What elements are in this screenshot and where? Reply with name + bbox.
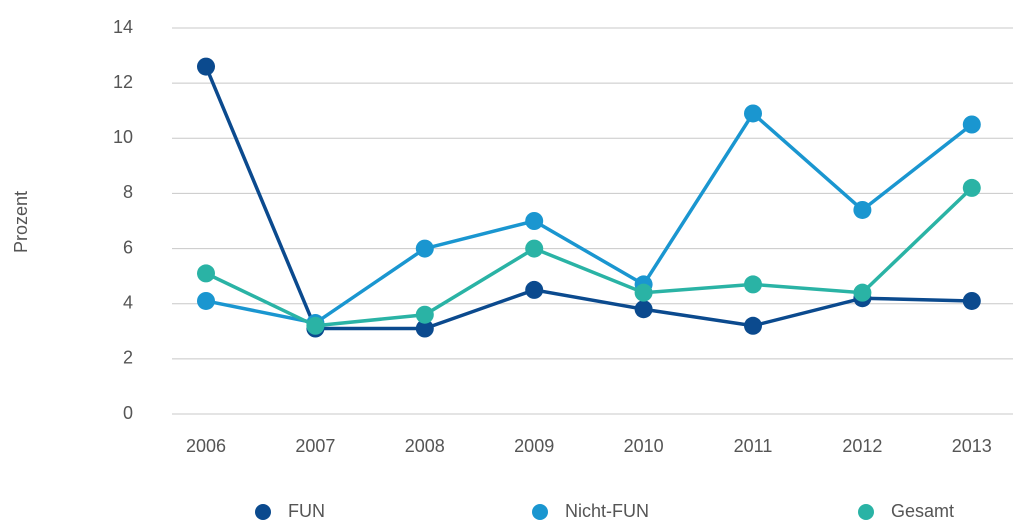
- y-tick-label: 4: [123, 292, 133, 312]
- y-axis-label: Prozent: [11, 191, 31, 253]
- y-tick-label: 14: [113, 17, 133, 37]
- series-line: [205, 186, 974, 328]
- y-tick-label: 8: [123, 182, 133, 202]
- x-tick-label: 2012: [842, 436, 882, 456]
- data-point: [415, 305, 434, 324]
- x-tick-label: 2013: [952, 436, 992, 456]
- data-point: [415, 319, 434, 338]
- legend-label: FUN: [288, 501, 325, 521]
- series-line: [205, 110, 973, 325]
- x-tick-label: 2006: [186, 436, 226, 456]
- data-point: [525, 280, 544, 299]
- x-tick-label: 2007: [295, 436, 335, 456]
- data-point: [525, 239, 544, 258]
- legend-marker: [255, 504, 271, 520]
- data-point: [634, 300, 653, 319]
- y-tick-label: 6: [123, 237, 133, 257]
- x-tick-label: 2008: [405, 436, 445, 456]
- data-point: [962, 178, 981, 197]
- y-tick-label: 12: [113, 72, 133, 92]
- data-point: [853, 200, 872, 219]
- legend-marker: [532, 504, 548, 520]
- data-point: [962, 115, 981, 134]
- data-point: [415, 239, 434, 258]
- data-point: [306, 316, 325, 335]
- y-tick-label: 0: [123, 403, 133, 423]
- data-point: [744, 316, 762, 335]
- data-point: [744, 104, 762, 123]
- data-point: [634, 283, 653, 302]
- series-line: [204, 65, 972, 331]
- x-tick-label: 2010: [624, 436, 664, 456]
- data-point: [197, 57, 215, 76]
- x-tick-label: 2009: [514, 436, 554, 456]
- data-point: [744, 275, 762, 294]
- legend-label: Gesamt: [891, 501, 954, 521]
- y-tick-label: 2: [123, 348, 133, 368]
- data-point: [962, 291, 981, 310]
- data-point: [197, 291, 215, 310]
- data-point: [853, 283, 872, 302]
- legend-marker: [858, 504, 874, 520]
- data-point: [525, 212, 544, 230]
- x-tick-label: 2011: [734, 436, 773, 456]
- data-point: [197, 264, 215, 283]
- y-tick-label: 10: [113, 127, 133, 147]
- legend-label: Nicht-FUN: [565, 501, 649, 521]
